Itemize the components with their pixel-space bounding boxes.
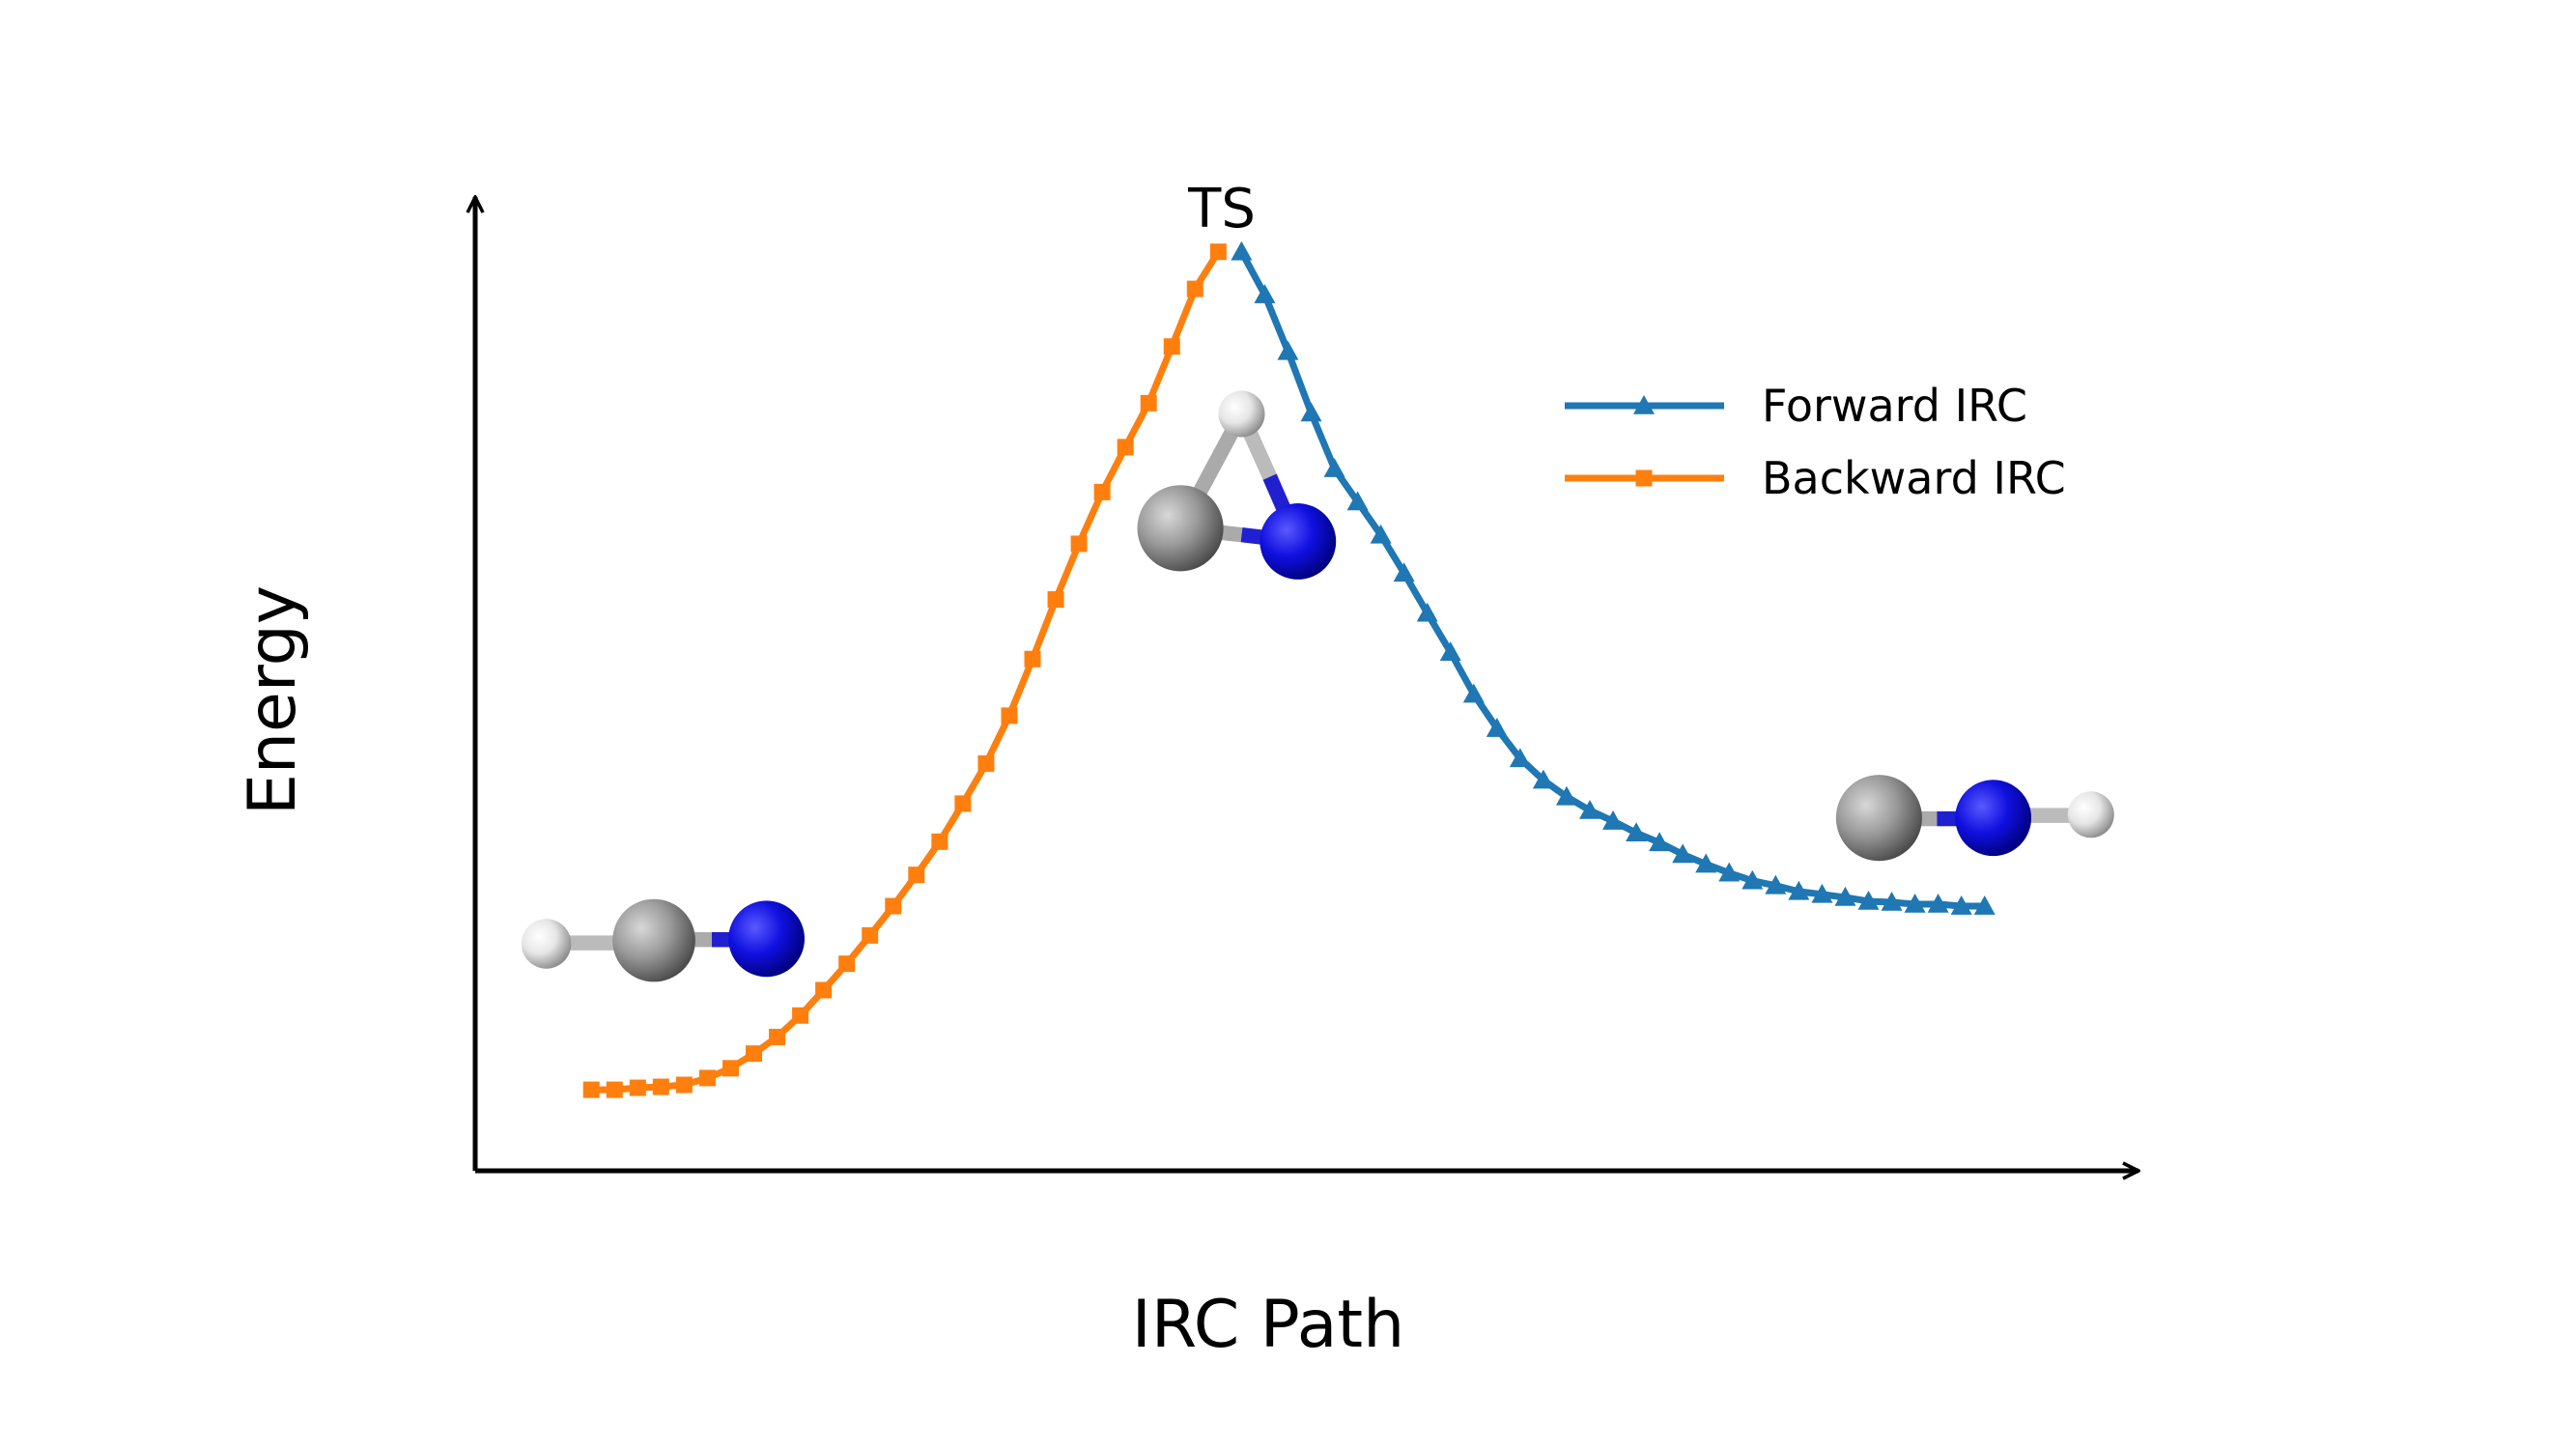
data-point bbox=[1857, 890, 1880, 910]
data-point bbox=[1070, 535, 1088, 553]
data-point bbox=[862, 926, 879, 944]
data-point bbox=[977, 754, 995, 772]
data-point bbox=[1416, 602, 1438, 622]
molecule-hcn bbox=[521, 898, 806, 982]
data-point bbox=[908, 867, 925, 884]
data-point bbox=[1370, 524, 1392, 544]
data-point bbox=[1927, 893, 1949, 913]
data-point bbox=[1788, 880, 1810, 900]
data-point bbox=[1117, 439, 1134, 456]
data-point bbox=[652, 1078, 669, 1095]
data-point bbox=[838, 955, 856, 973]
data-point bbox=[1209, 243, 1227, 261]
data-point bbox=[629, 1079, 646, 1096]
legend-marker bbox=[1633, 395, 1655, 414]
data-point bbox=[1439, 641, 1461, 661]
data-point bbox=[1626, 822, 1648, 841]
data-point bbox=[931, 833, 948, 850]
legend-label: Forward IRC bbox=[1762, 380, 2027, 432]
data-point bbox=[1254, 284, 1276, 303]
data-point bbox=[885, 897, 902, 915]
molecules bbox=[521, 390, 2114, 982]
data-point bbox=[1555, 785, 1577, 806]
ts-annotation: TS bbox=[1187, 178, 1256, 241]
data-point bbox=[1509, 748, 1531, 768]
data-point bbox=[1001, 707, 1018, 724]
data-point bbox=[792, 1007, 809, 1024]
y-axis-label: Energy bbox=[235, 585, 311, 815]
data-point bbox=[675, 1076, 693, 1094]
data-point bbox=[606, 1081, 623, 1098]
x-axis-label: IRC Path bbox=[1132, 1287, 1404, 1363]
data-point bbox=[722, 1060, 739, 1077]
data-point bbox=[1393, 562, 1415, 582]
data-point bbox=[1024, 650, 1041, 668]
data-point bbox=[746, 1045, 763, 1063]
molecule-ts bbox=[1137, 390, 1337, 580]
data-point bbox=[1163, 338, 1180, 355]
data-point bbox=[1579, 799, 1601, 819]
data-point bbox=[1486, 718, 1508, 737]
data-point bbox=[1277, 340, 1299, 360]
data-point bbox=[1231, 241, 1253, 261]
legend-label: Backward IRC bbox=[1762, 452, 2066, 504]
data-point bbox=[1672, 843, 1694, 864]
data-point bbox=[1346, 491, 1369, 511]
data-point bbox=[1973, 895, 1996, 915]
data-point bbox=[1718, 862, 1741, 882]
data-point bbox=[954, 795, 972, 812]
data-point bbox=[1741, 869, 1764, 890]
data-point bbox=[1140, 394, 1157, 412]
data-point bbox=[1765, 874, 1787, 895]
data-point bbox=[1532, 769, 1554, 789]
data-point bbox=[1093, 483, 1111, 500]
data-point bbox=[1300, 402, 1322, 422]
data-point bbox=[1904, 893, 1926, 913]
legend-marker bbox=[1635, 469, 1653, 487]
data-point bbox=[1695, 853, 1717, 873]
data-point bbox=[1881, 891, 1903, 911]
data-point bbox=[1047, 591, 1064, 609]
data-point bbox=[1811, 883, 1833, 903]
molecule-hnc bbox=[1835, 775, 2114, 862]
data-point bbox=[1323, 458, 1345, 477]
data-point bbox=[1950, 895, 1972, 915]
data-point bbox=[1602, 810, 1625, 830]
data-point bbox=[1186, 280, 1203, 298]
data-point bbox=[698, 1069, 716, 1087]
data-point bbox=[582, 1081, 600, 1098]
data-point bbox=[1462, 683, 1485, 703]
series-line bbox=[591, 249, 1222, 1094]
data-point bbox=[815, 981, 833, 999]
data-point bbox=[1834, 886, 1856, 906]
data-point bbox=[1649, 832, 1671, 852]
data-point bbox=[769, 1028, 786, 1045]
